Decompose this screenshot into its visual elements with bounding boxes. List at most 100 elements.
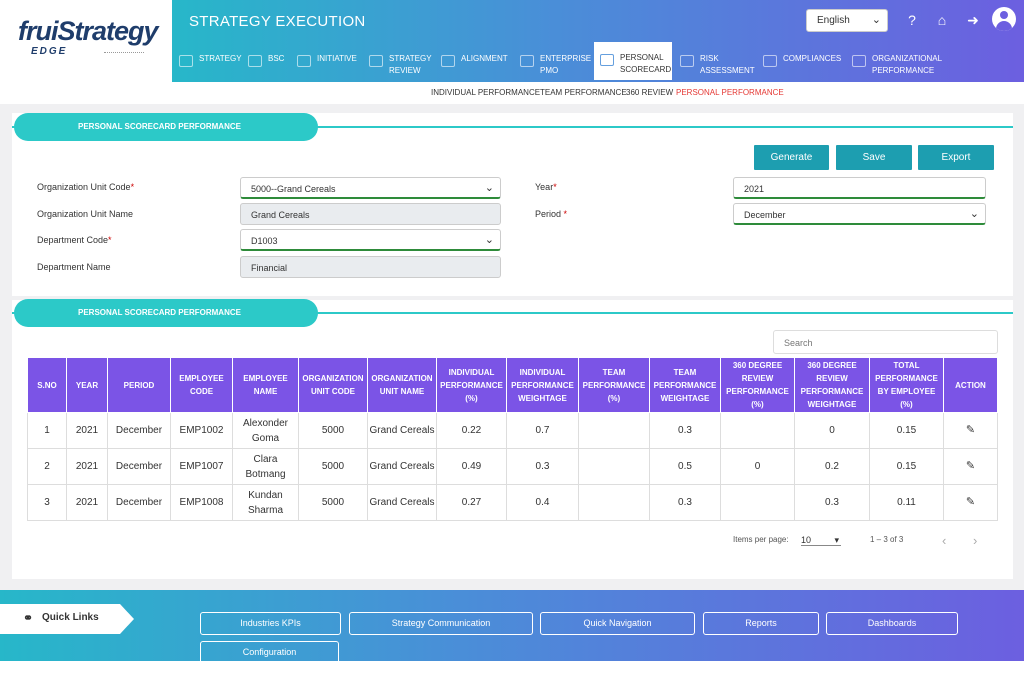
table-cell: 2021 bbox=[66, 484, 108, 521]
edit-pencil-icon[interactable]: ✎ bbox=[943, 412, 998, 449]
pmo-icon bbox=[520, 55, 534, 67]
column-header: ORGANIZATION UNIT NAME bbox=[367, 357, 437, 413]
subnav-team-performance[interactable]: TEAM PERFORMANCE bbox=[540, 88, 627, 97]
table-cell: 0.22 bbox=[436, 412, 507, 449]
table-cell bbox=[578, 448, 650, 485]
dept-code-select[interactable]: D1003 ⌄ bbox=[240, 229, 501, 251]
industries-kpis-button[interactable]: Industries KPIs bbox=[200, 612, 341, 635]
table-cell bbox=[720, 484, 795, 521]
period-select[interactable]: December ⌄ bbox=[733, 203, 986, 225]
tab-strategy-review[interactable]: STRATEGY REVIEW bbox=[369, 42, 435, 80]
quick-navigation-button[interactable]: Quick Navigation bbox=[540, 612, 695, 635]
subnav-personal-performance[interactable]: PERSONAL PERFORMANCE bbox=[676, 88, 784, 97]
section-divider bbox=[12, 312, 1013, 314]
tab-alignment[interactable]: ALIGNMENT bbox=[441, 42, 513, 80]
year-label: Year* bbox=[535, 182, 557, 192]
table-cell: Alexonder Goma bbox=[232, 412, 299, 449]
language-select[interactable]: English ⌄ bbox=[806, 9, 888, 32]
quick-links-label: ⚭ Quick Links bbox=[0, 604, 134, 634]
edit-pencil-icon[interactable]: ✎ bbox=[943, 484, 998, 521]
table-cell bbox=[578, 412, 650, 449]
export-button[interactable]: Export bbox=[918, 145, 994, 170]
org-unit-name-field: Grand Cereals bbox=[240, 203, 501, 225]
sub-navigation: INDIVIDUAL PERFORMANCE TEAM PERFORMANCE … bbox=[0, 82, 1024, 104]
brand-logo: fruiStrategy EDGE bbox=[0, 0, 172, 82]
initiative-icon bbox=[297, 55, 311, 67]
table-cell: Grand Cereals bbox=[367, 484, 437, 521]
table-cell bbox=[578, 484, 650, 521]
column-header: YEAR bbox=[66, 357, 108, 413]
column-header: PERIOD bbox=[107, 357, 171, 413]
table-cell: 0.15 bbox=[869, 412, 944, 449]
tab-compliances[interactable]: COMPLIANCES bbox=[763, 42, 843, 80]
caret-down-icon: ▾ bbox=[834, 535, 839, 545]
table-cell: 0.5 bbox=[649, 448, 721, 485]
table-cell: 2021 bbox=[66, 412, 108, 449]
tab-enterprise-pmo[interactable]: ENTERPRISE PMO bbox=[520, 42, 592, 80]
brand-name: fruiStrategy bbox=[18, 16, 159, 46]
home-icon[interactable]: ⌂ bbox=[937, 12, 947, 28]
tab-risk-assessment[interactable]: RISK ASSESSMENT bbox=[680, 42, 755, 80]
page-size-value: 10 bbox=[801, 535, 812, 545]
generate-button[interactable]: Generate bbox=[754, 145, 829, 170]
table-header-row: S.NO YEAR PERIOD EMPLOYEE CODE EMPLOYEE NAME… bbox=[27, 357, 998, 413]
section-divider bbox=[12, 126, 1013, 128]
column-header: TEAM PERFORMANCE (%) bbox=[578, 357, 650, 413]
search-input[interactable]: Search bbox=[773, 330, 998, 354]
table-cell: 0.27 bbox=[436, 484, 507, 521]
reports-button[interactable]: Reports bbox=[703, 612, 819, 635]
table-cell: 0.49 bbox=[436, 448, 507, 485]
table-cell: 5000 bbox=[298, 412, 368, 449]
org-unit-code-label: Organization Unit Code* bbox=[37, 182, 135, 192]
tab-label: RISK ASSESSMENT bbox=[700, 54, 755, 75]
column-header: EMPLOYEE NAME bbox=[232, 357, 299, 413]
table-cell: Clara Botmang bbox=[232, 448, 299, 485]
org-unit-name-label: Organization Unit Name bbox=[37, 209, 134, 219]
tab-organizational-performance[interactable]: ORGANIZATIONAL PERFORMANCE bbox=[852, 42, 952, 80]
chevron-down-icon: ⌄ bbox=[871, 14, 881, 26]
table-cell: 0.2 bbox=[794, 448, 870, 485]
help-icon[interactable]: ? bbox=[908, 12, 916, 28]
table-cell: 3 bbox=[27, 484, 67, 521]
subnav-individual-performance[interactable]: INDIVIDUAL PERFORMANCE bbox=[431, 88, 541, 97]
next-page-icon[interactable]: › bbox=[973, 533, 978, 548]
tab-label: ALIGNMENT bbox=[461, 54, 508, 63]
user-avatar-icon[interactable] bbox=[992, 7, 1016, 31]
table-cell: 0.3 bbox=[649, 412, 721, 449]
performance-table: S.NO YEAR PERIOD EMPLOYEE CODE EMPLOYEE NAME… bbox=[27, 357, 998, 521]
dashboards-button[interactable]: Dashboards bbox=[826, 612, 958, 635]
tab-label: INITIATIVE bbox=[317, 54, 357, 63]
org-unit-code-select[interactable]: 5000--Grand Cereals ⌄ bbox=[240, 177, 501, 199]
table-cell: 0.15 bbox=[869, 448, 944, 485]
tab-personal-scorecard[interactable]: PERSONAL SCORECARD bbox=[594, 42, 672, 80]
tab-strategy[interactable]: STRATEGY bbox=[179, 42, 243, 80]
save-button[interactable]: Save bbox=[836, 145, 912, 170]
tab-bsc[interactable]: BSC bbox=[248, 42, 296, 80]
strategy-communication-button[interactable]: Strategy Communication bbox=[349, 612, 533, 635]
column-header: TEAM PERFORMANCE WEIGHTAGE bbox=[649, 357, 721, 413]
table-cell: December bbox=[107, 448, 171, 485]
table-cell: 1 bbox=[27, 412, 67, 449]
column-header: INDIVIDUAL PERFORMANCE WEIGHTAGE bbox=[506, 357, 579, 413]
strategy-icon bbox=[179, 55, 193, 67]
table-cell: December bbox=[107, 412, 171, 449]
dept-code-value: D1003 bbox=[251, 236, 278, 246]
edit-pencil-icon[interactable]: ✎ bbox=[943, 448, 998, 485]
risk-icon bbox=[680, 55, 694, 67]
subnav-360-review[interactable]: 360 REVIEW bbox=[626, 88, 674, 97]
prev-page-icon[interactable]: ‹ bbox=[942, 533, 947, 548]
compliance-icon bbox=[763, 55, 777, 67]
table-body: 1 2021 December EMP1002 Alexonder Goma 5000 Gr… bbox=[27, 412, 998, 521]
dept-name-field: Financial bbox=[240, 256, 501, 278]
items-per-page-select[interactable]: 10 ▾ bbox=[801, 535, 841, 546]
year-input[interactable]: 2021 bbox=[733, 177, 986, 199]
tab-label: COMPLIANCES bbox=[783, 54, 842, 63]
org-unit-code-value: 5000--Grand Cereals bbox=[251, 184, 336, 194]
column-header: ACTION bbox=[943, 357, 998, 413]
link-icon: ⚭ bbox=[23, 611, 34, 625]
tab-initiative[interactable]: INITIATIVE bbox=[297, 42, 363, 80]
table-row: 1 2021 December EMP1002 Alexonder Goma 5000 Gr… bbox=[27, 412, 998, 449]
table-cell: 5000 bbox=[298, 484, 368, 521]
section-title: PERSONAL SCORECARD PERFORMANCE bbox=[14, 299, 318, 327]
logout-icon[interactable]: ➜ bbox=[967, 12, 979, 28]
